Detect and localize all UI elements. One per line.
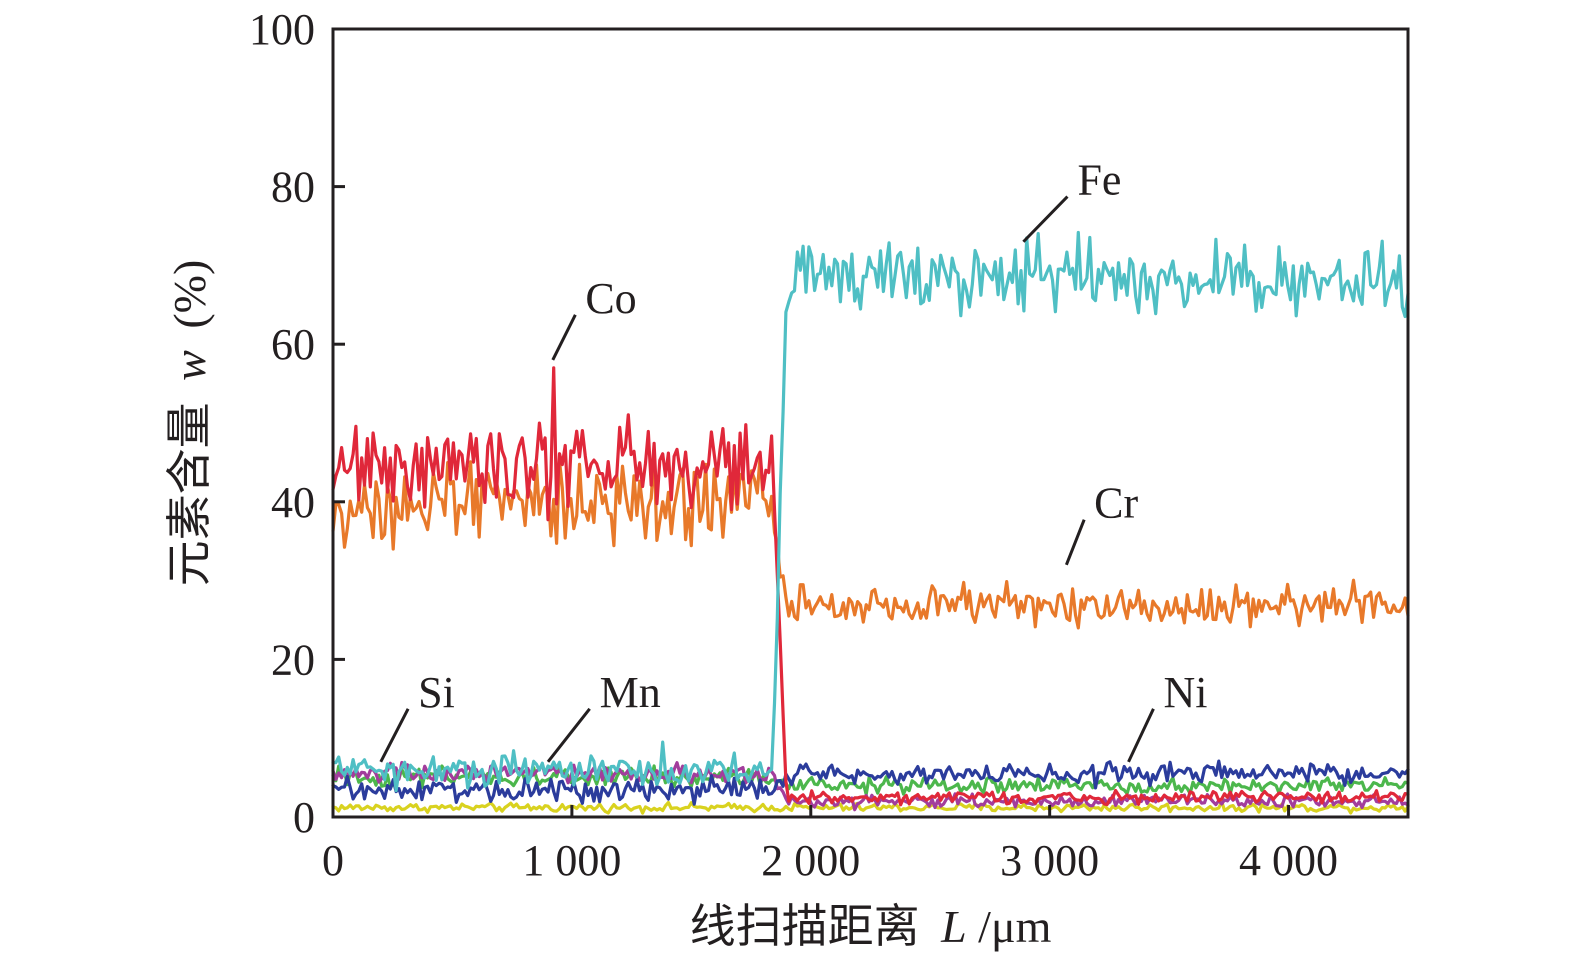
y-axis-title-unit: (%) <box>164 260 215 329</box>
series-layer <box>331 230 1410 815</box>
annotation-layer: Fe Co Cr Si Mn Ni <box>379 156 1207 763</box>
annotation-leader-co <box>551 314 577 361</box>
x-axis-title-unit: /μm <box>978 901 1051 952</box>
x-axis-title: 线扫描距离 L /μm <box>690 901 1052 952</box>
annotation-label-fe: Fe <box>1077 156 1121 205</box>
annotation-leader-si <box>379 708 410 763</box>
annotation-leader-mn <box>546 707 591 763</box>
y-tick-label: 60 <box>271 320 315 369</box>
annotation-label-mn: Mn <box>600 668 661 717</box>
y-tick-label: 100 <box>249 5 315 54</box>
x-tick-label: 3 000 <box>1000 836 1099 885</box>
y-tick-label: 40 <box>271 478 315 527</box>
series-line-ni <box>331 759 1410 806</box>
annotation-label-co: Co <box>585 274 636 323</box>
y-tick-label: 0 <box>293 793 315 842</box>
y-tick-label: 80 <box>271 163 315 212</box>
annotation-label-si: Si <box>418 668 455 717</box>
x-axis-title-var: L <box>940 901 967 952</box>
tick-layer: 0 20 40 60 80 100 0 1 000 2 000 3 000 4 000 <box>249 5 1338 885</box>
annotation-leader-cr <box>1064 519 1086 566</box>
y-tick-label: 20 <box>271 635 315 684</box>
plot-frame <box>331 27 1410 819</box>
series-line-co <box>331 366 1410 807</box>
annotation-label-cr: Cr <box>1094 479 1138 528</box>
x-tick-label: 4 000 <box>1239 836 1338 885</box>
x-tick-label: 0 <box>322 836 344 885</box>
annotation-leader-fe <box>1022 195 1069 243</box>
x-tick-label: 2 000 <box>761 836 860 885</box>
x-tick-label: 1 000 <box>522 836 621 885</box>
y-axis-title: 元素含量 w (%) <box>164 260 215 587</box>
annotation-leader-ni <box>1127 708 1155 763</box>
y-axis-title-main: 元素含量 <box>164 402 215 586</box>
annotation-label-ni: Ni <box>1163 668 1207 717</box>
series-line-cr <box>331 449 1410 630</box>
series-line-si <box>331 764 1410 796</box>
series-line-other <box>331 799 1410 815</box>
y-axis-title-var: w <box>164 350 215 381</box>
series-line-fe <box>331 230 1410 793</box>
x-axis-title-main: 线扫描距离 <box>690 901 920 952</box>
